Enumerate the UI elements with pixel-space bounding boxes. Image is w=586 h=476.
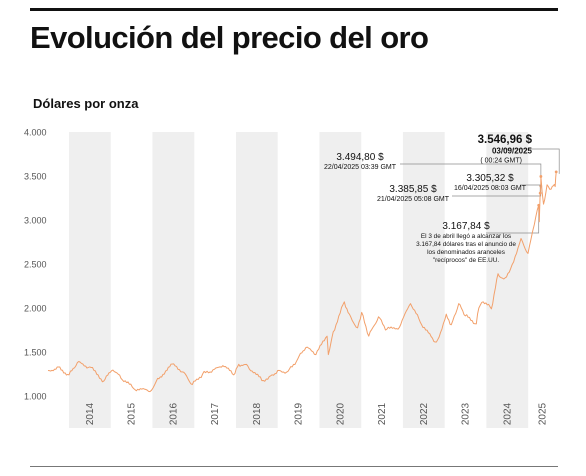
y-tick-label: 1.500 (24, 348, 47, 358)
year-band-2014 (69, 132, 111, 428)
x-axis: 2014 2015 2016 2017 2018 2019 2020 2021 2022 2023… (85, 402, 549, 425)
x-tick-label: 2025 (538, 402, 549, 425)
x-tick-label: 2014 (85, 402, 96, 425)
year-band-2018 (235, 132, 278, 428)
x-tick-label: 2019 (294, 402, 305, 425)
annotation-price: 3.546,96 $ (478, 134, 533, 146)
annotation-price: 3.305,32 $ (466, 173, 514, 184)
annotation-date: 21/04/2025 05:08 GMT (377, 196, 450, 203)
annotation-note-line: El 3 de abril llegó a alcanzar los (421, 233, 511, 240)
annotation-note-line: los denominados aranceles (427, 249, 505, 256)
year-bands (69, 132, 529, 428)
y-tick-label: 2.500 (24, 260, 47, 270)
annotation-date: 16/04/2025 08:03 GMT (454, 185, 527, 192)
annotation-price: 3.385,85 $ (389, 184, 437, 195)
annotation-labels: 3.546,96 $03/09/2025 ( 00:24 GMT) 3.494,80… (324, 134, 533, 264)
top-rule (30, 8, 558, 11)
annotation-time: ( 00:24 GMT) (480, 158, 522, 165)
y-tick-label: 3.000 (24, 216, 47, 226)
annotation-point (554, 170, 558, 174)
x-tick-label: 2020 (335, 402, 346, 425)
y-tick-label: 4.000 (24, 128, 47, 138)
bottom-rule (30, 466, 558, 467)
annotation-guide (400, 163, 542, 177)
annotation-price: 3.167,84 $ (442, 221, 490, 232)
x-tick-label: 2016 (168, 402, 179, 425)
year-band-2024 (486, 132, 529, 428)
y-tick-label: 2.000 (24, 304, 47, 314)
x-tick-label: 2022 (419, 402, 430, 425)
year-band-2020 (319, 132, 362, 428)
chart-subtitle: Dólares por onza (33, 96, 139, 111)
annotation-date: 03/09/2025 (492, 147, 533, 156)
x-tick-label: 2018 (252, 402, 263, 425)
annotation-date: 22/04/2025 03:39 GMT (324, 164, 397, 171)
year-band-2016 (152, 132, 195, 428)
x-tick-label: 2015 (127, 402, 138, 425)
y-tick-label: 3.500 (24, 172, 47, 182)
x-tick-label: 2021 (377, 402, 388, 425)
x-tick-label: 2024 (502, 402, 513, 425)
annotation-note-line: "recíprocos" de EE.UU. (433, 257, 500, 264)
annotation-guide (502, 148, 560, 174)
x-tick-label: 2017 (210, 402, 221, 425)
y-axis: 1.000 1.500 2.000 2.500 3.000 3.500 4.000 (24, 128, 47, 402)
annotation-note-line: 3.167,84 dólares tras el anuncio de (416, 241, 516, 248)
series-line-0 (47, 171, 557, 393)
annotation-price: 3.494,80 $ (336, 152, 384, 163)
price-series (47, 171, 557, 393)
y-tick-label: 1.000 (24, 392, 47, 402)
x-tick-label: 2023 (461, 402, 472, 425)
year-band-2022 (402, 132, 445, 428)
page-title: Evolución del precio del oro (30, 20, 429, 55)
